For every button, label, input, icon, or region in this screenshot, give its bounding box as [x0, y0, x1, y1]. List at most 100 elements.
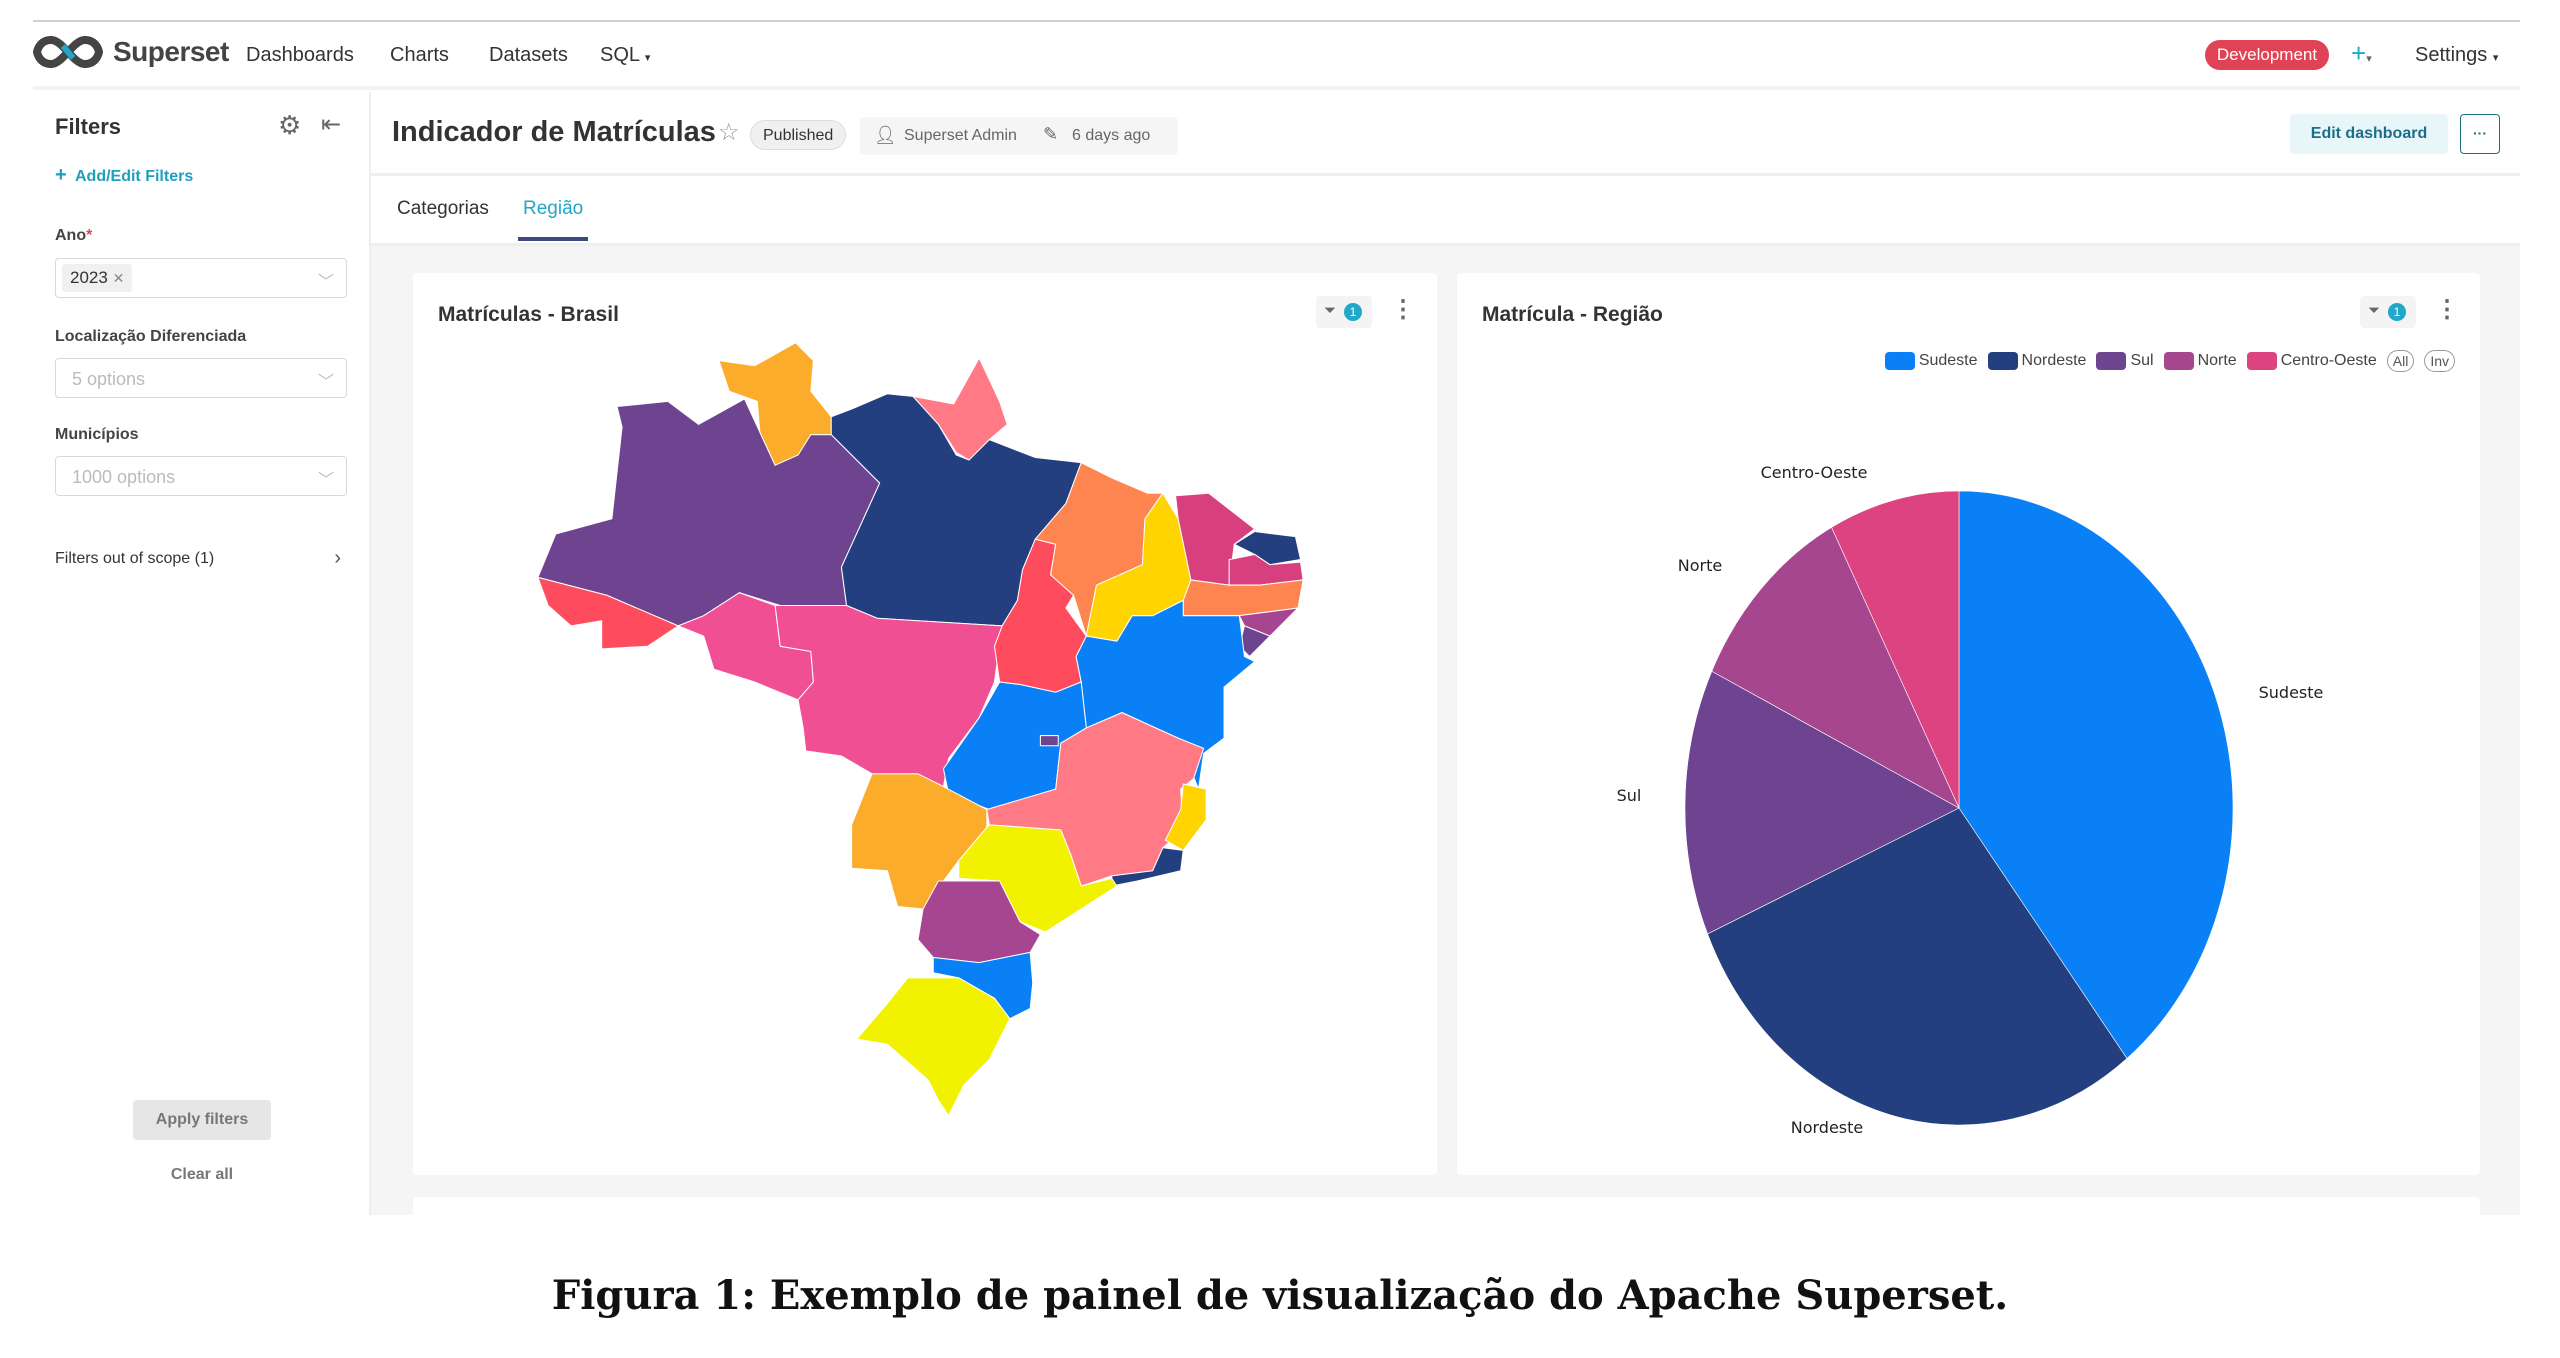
legend-inv-button[interactable]: Inv: [2424, 350, 2455, 372]
legend-swatch: [2096, 351, 2127, 370]
environment-badge: Development: [2205, 40, 2329, 70]
map-state-region[interactable]: [1039, 735, 1059, 747]
add-edit-filters-button[interactable]: + Add/Edit Filters: [55, 164, 193, 187]
more-options-button[interactable]: ···: [2460, 114, 2500, 154]
filter-count: 1: [2388, 303, 2406, 321]
out-of-scope-label: Filters out of scope (1): [55, 550, 215, 567]
edit-dashboard-button[interactable]: Edit dashboard: [2290, 114, 2448, 154]
nav-dashboards[interactable]: Dashboards: [246, 44, 354, 66]
pie-slice-sudeste[interactable]: [1958, 490, 2234, 1059]
chart-title: Matrícula - Região: [1482, 303, 1663, 326]
legend-item[interactable]: Centro-Oeste: [2246, 351, 2377, 370]
filters-out-of-scope[interactable]: Filters out of scope (1) ›: [55, 547, 347, 574]
next-chart-card: [413, 1197, 2480, 1227]
pie-label: Nordeste: [1791, 1118, 1864, 1137]
map-state-region[interactable]: [537, 576, 680, 650]
nav-sql[interactable]: SQL ▾: [600, 44, 650, 67]
chart-title: Matrículas - Brasil: [438, 303, 619, 326]
superset-logo-icon[interactable]: [33, 32, 103, 72]
map-state-region[interactable]: [855, 977, 1011, 1117]
chart-legend: Sudeste Nordeste Sul Norte Centro-Oeste All In…: [1884, 350, 2455, 372]
legend-item[interactable]: Nordeste: [1987, 351, 2087, 370]
brazil-map: [537, 342, 1304, 1117]
map-state-region[interactable]: [718, 342, 832, 466]
dashboard-tabs: Categorias Região: [371, 176, 2520, 246]
brand-name[interactable]: Superset: [113, 36, 229, 67]
map-state-region[interactable]: [1111, 847, 1184, 887]
map-state-region[interactable]: [911, 356, 1008, 461]
pie-slice-sul[interactable]: [1684, 670, 1960, 935]
filter-icon: ⏷: [2368, 302, 2381, 319]
legend-item[interactable]: Sudeste: [1884, 351, 1978, 370]
pie-label: Sul: [1617, 786, 1642, 805]
pie-chart: Sudeste Nordeste Sul Norte Centro-Oeste: [1617, 463, 2324, 1137]
legend-label: Sudeste: [1918, 352, 1978, 370]
top-border: [33, 20, 2520, 22]
legend-label: Sul: [2130, 352, 2154, 370]
localizacao-select[interactable]: 5 options ﹀: [55, 358, 347, 398]
ano-select[interactable]: 2023 ✕ ﹀: [55, 258, 347, 298]
add-new-button[interactable]: +▾: [2351, 38, 2372, 69]
dashboard-header: Indicador de Matrículas ☆ Published 👤︎ S…: [371, 92, 2520, 176]
nav-sql-label: SQL: [600, 44, 640, 66]
remove-tag-icon[interactable]: ✕: [112, 270, 125, 286]
legend-swatch: [1987, 351, 2018, 370]
legend-label: Nordeste: [2021, 352, 2087, 370]
map-state-region[interactable]: [932, 951, 1034, 1020]
required-mark: *: [86, 227, 93, 244]
dashboard-title[interactable]: Indicador de Matrículas: [392, 116, 716, 148]
pie-label: Norte: [1678, 556, 1722, 575]
select-placeholder: 5 options: [72, 369, 146, 389]
published-badge[interactable]: Published: [750, 120, 847, 150]
pie-slice-norte[interactable]: [1711, 526, 1960, 809]
municipios-select[interactable]: 1000 options ﹀: [55, 456, 347, 496]
caret-down-icon: ▾: [2492, 52, 2499, 64]
legend-label: Norte: [2197, 352, 2237, 370]
legend-item[interactable]: Norte: [2163, 351, 2237, 370]
clear-all-button[interactable]: Clear all: [170, 1166, 234, 1183]
nav-charts[interactable]: Charts: [390, 44, 449, 66]
chevron-down-icon: ﹀: [317, 274, 334, 291]
settings-menu[interactable]: Settings ▾: [2415, 44, 2498, 67]
collapse-sidebar-icon[interactable]: ⇤: [321, 111, 342, 138]
pie-slice-centro-oeste[interactable]: [1831, 490, 1960, 809]
map-state-region[interactable]: [958, 824, 1118, 933]
star-icon[interactable]: ☆: [718, 119, 740, 146]
filter-indicator[interactable]: ⏷ 1: [2360, 296, 2416, 328]
chart-menu-icon[interactable]: ⋮: [2435, 296, 2459, 323]
legend-swatch: [2246, 351, 2277, 370]
filters-title: Filters: [55, 114, 122, 139]
active-tab-indicator: [518, 237, 588, 241]
chart-menu-icon[interactable]: ⋮: [1391, 296, 1415, 323]
nav-datasets[interactable]: Datasets: [489, 44, 568, 66]
filter-count: 1: [1344, 303, 1362, 321]
figure-caption: Figura 1: Exemplo de painel de visualiza…: [551, 1272, 2009, 1319]
plus-icon: +: [2351, 38, 2367, 68]
selected-tag: 2023 ✕: [62, 264, 133, 292]
owner-name: Superset Admin: [904, 127, 1017, 144]
apply-filters-button[interactable]: Apply filters: [133, 1100, 271, 1140]
legend-swatch: [1884, 351, 1915, 370]
chevron-down-icon: ﹀: [317, 472, 334, 489]
navbar: Superset Dashboards Charts Datasets SQL …: [33, 22, 2520, 90]
legend-item[interactable]: Sul: [2096, 351, 2154, 370]
pie-label: Centro-Oeste: [1761, 463, 1868, 482]
tab-regiao[interactable]: Região: [523, 198, 584, 219]
settings-label: Settings: [2415, 44, 2488, 66]
filter-label-text: Ano: [55, 227, 87, 244]
chevron-right-icon: ›: [334, 547, 341, 569]
pie-label: Sudeste: [2259, 683, 2324, 702]
pencil-icon: ✎: [1043, 124, 1059, 144]
caret-down-icon: ▾: [644, 52, 651, 64]
legend-all-button[interactable]: All: [2386, 350, 2415, 372]
filter-label-municipios: Municípios: [55, 426, 139, 443]
modified-time: 6 days ago: [1072, 127, 1151, 144]
filter-label-localizacao: Localização Diferenciada: [55, 328, 247, 345]
add-edit-filters-label: Add/Edit Filters: [74, 168, 194, 185]
pie-slice-nordeste[interactable]: [1707, 807, 2128, 1126]
tab-categorias[interactable]: Categorias: [397, 198, 489, 219]
gear-icon[interactable]: ⚙: [278, 110, 302, 140]
filter-icon: ⏷: [1324, 302, 1337, 319]
filter-label-ano: Ano*: [55, 227, 92, 245]
filter-indicator[interactable]: ⏷ 1: [1316, 296, 1372, 328]
